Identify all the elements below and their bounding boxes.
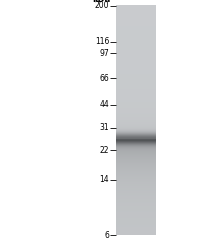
Text: 6: 6: [104, 231, 109, 240]
Text: 31: 31: [99, 123, 109, 132]
Text: 116: 116: [95, 37, 109, 46]
Text: 97: 97: [99, 49, 109, 58]
Text: 22: 22: [100, 146, 109, 155]
Text: 66: 66: [99, 74, 109, 83]
Text: 44: 44: [99, 101, 109, 109]
Text: kDa: kDa: [92, 0, 110, 4]
Text: 200: 200: [95, 1, 109, 11]
Text: 14: 14: [99, 175, 109, 184]
